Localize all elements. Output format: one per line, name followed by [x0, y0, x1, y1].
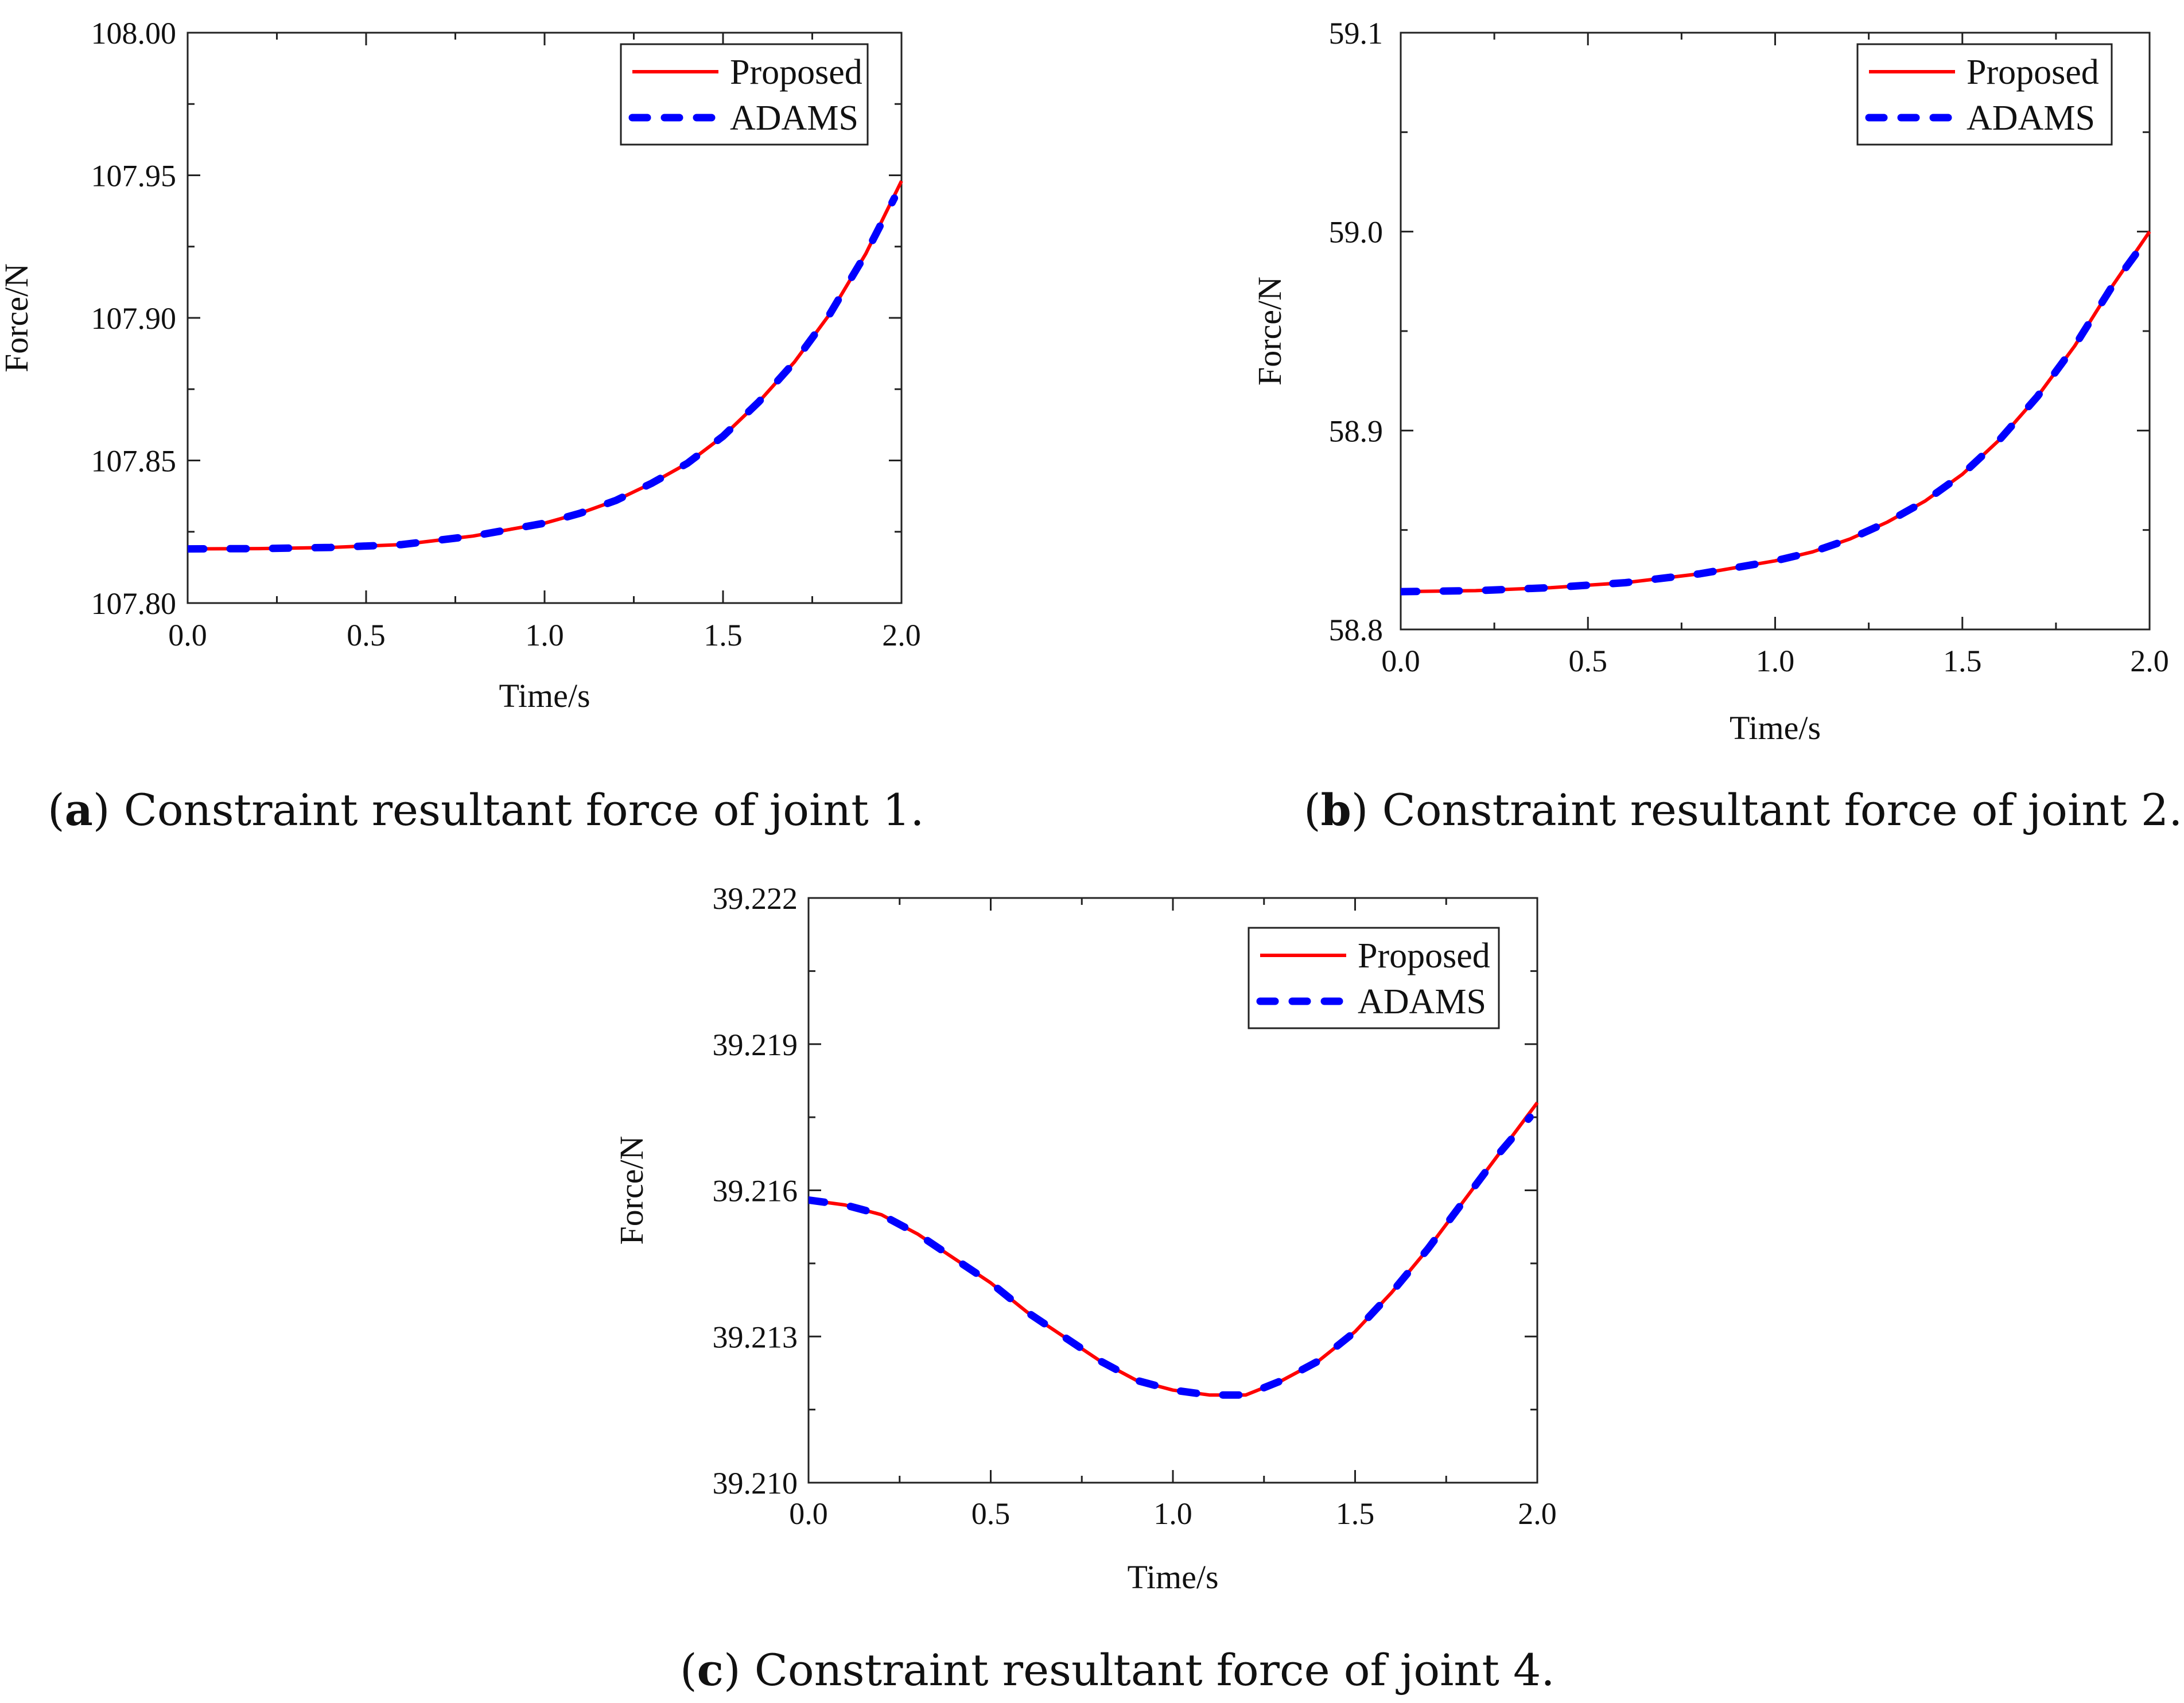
caption-letter: b — [1321, 784, 1351, 835]
caption-text: Constraint resultant force of joint 1. — [124, 784, 924, 835]
chart-b: 0.0 0.5 1.0 1.5 2.0 58.8 58.9 59.0 59.1 Time/s For… — [1251, 16, 2182, 835]
x-tick-label: 0.0 — [1381, 644, 1420, 678]
legend-label-adams: ADAMS — [1967, 99, 2095, 138]
caption: (b) Constraint resultant force of joint … — [1304, 784, 2182, 835]
x-tick-label: 0.5 — [1569, 644, 1608, 678]
caption-paren-close: ) — [93, 784, 124, 835]
x-tick-label: 2.0 — [882, 618, 921, 652]
x-tick-label: 0.0 — [168, 618, 207, 652]
x-tick-label: 1.0 — [1756, 644, 1795, 678]
y-tick-label: 59.0 — [1329, 215, 1384, 250]
y-tick-label: 107.95 — [91, 159, 177, 193]
y-tick-label: 59.1 — [1329, 16, 1384, 50]
y-tick-label: 39.216 — [713, 1174, 798, 1208]
caption-letter: a — [65, 784, 93, 835]
y-tick-label: 107.85 — [91, 444, 177, 479]
legend-box — [1248, 927, 1500, 1029]
caption-text: Constraint resultant force of joint 4. — [755, 1644, 1555, 1696]
y-axis-label: Force/N — [613, 1136, 650, 1245]
x-tick-label: 1.0 — [525, 618, 564, 652]
chart-c: 0.0 0.5 1.0 1.5 2.0 39.210 39.213 39.216 39.219 3… — [613, 881, 1557, 1696]
series-line-adams — [809, 1113, 1534, 1399]
y-tick-label: 39.210 — [713, 1466, 798, 1500]
y-tick-label: 108.00 — [91, 16, 177, 50]
x-tick-label: 0.0 — [789, 1496, 828, 1531]
y-tick-label: 107.90 — [91, 301, 177, 336]
caption-paren-close: ) — [724, 1644, 755, 1696]
y-tick-label: 58.8 — [1329, 613, 1384, 647]
caption: (a) Constraint resultant force of joint … — [48, 784, 924, 835]
x-tick-label: 1.0 — [1153, 1496, 1192, 1531]
legend-label-proposed: Proposed — [730, 53, 862, 92]
x-tick-label: 2.0 — [2130, 644, 2169, 678]
caption-text: Constraint resultant force of joint 2. — [1382, 784, 2183, 835]
caption-paren-open: ( — [48, 784, 65, 835]
y-tick-label: 39.219 — [713, 1028, 798, 1062]
legend-box — [620, 43, 869, 146]
x-tick-label: 1.5 — [1336, 1496, 1375, 1531]
x-tick-label: 1.5 — [704, 618, 743, 652]
series-line-adams — [1401, 242, 2146, 596]
caption-paren-open: ( — [1304, 784, 1321, 835]
caption: (c) Constraint resultant force of joint … — [680, 1644, 1555, 1696]
legend-label-adams: ADAMS — [1358, 982, 1486, 1021]
series-line-proposed — [188, 180, 903, 551]
caption-paren-open: ( — [680, 1644, 697, 1696]
y-axis-label: Force/N — [1251, 277, 1288, 386]
x-axis-label: Time/s — [1127, 1558, 1218, 1596]
chart-a: 0.0 0.5 1.0 1.5 2.0 107.80 107.85 107.90 107.95 1… — [0, 16, 924, 835]
y-axis-label: Force/N — [0, 263, 35, 372]
caption-paren-close: ) — [1351, 784, 1382, 835]
x-axis-label: Time/s — [1730, 709, 1821, 746]
y-tick-label: 58.9 — [1329, 414, 1384, 448]
x-tick-label: 0.5 — [971, 1496, 1011, 1531]
x-tick-label: 2.0 — [1518, 1496, 1557, 1531]
series-line-adams — [188, 194, 899, 553]
x-tick-label: 0.5 — [347, 618, 386, 652]
x-axis-label: Time/s — [499, 677, 590, 714]
legend-label-proposed: Proposed — [1967, 53, 2099, 92]
y-tick-label: 39.213 — [713, 1320, 798, 1354]
caption-letter: c — [697, 1644, 724, 1696]
y-tick-label: 39.222 — [713, 881, 798, 916]
x-tick-label: 1.5 — [1943, 644, 1982, 678]
series-line-proposed — [1401, 231, 2151, 594]
y-tick-label: 107.80 — [91, 586, 177, 621]
legend-label-proposed: Proposed — [1358, 936, 1490, 975]
legend-label-adams: ADAMS — [730, 99, 858, 138]
legend-box — [1856, 43, 2113, 146]
